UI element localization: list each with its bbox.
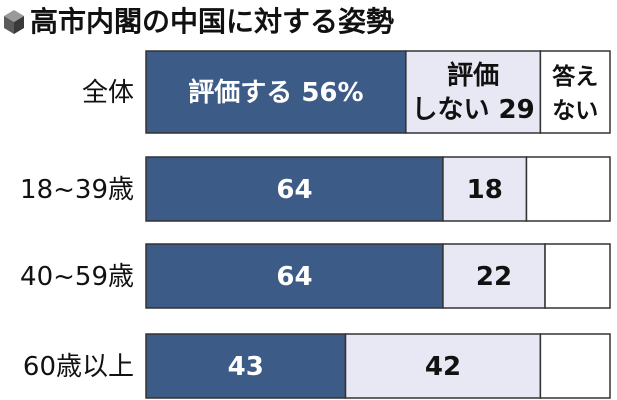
data-label: しない 29 — [412, 95, 535, 125]
data-label: 18 — [467, 175, 503, 205]
data-label: 64 — [276, 175, 312, 205]
bar-row: 18~39歳 64 18 — [20, 156, 611, 222]
data-label: 答え — [552, 63, 598, 90]
category-label: 18~39歳 — [20, 175, 134, 205]
bar-segment — [442, 156, 528, 222]
data-label: 43 — [228, 352, 264, 382]
category-label: 全体 — [82, 78, 134, 108]
bar-row: 60歳以上 43 42 — [23, 333, 611, 399]
category-label: 60歳以上 — [23, 352, 134, 382]
data-label: 22 — [476, 262, 512, 292]
bar-segment — [145, 156, 444, 222]
data-label: 42 — [425, 352, 461, 382]
bar-segment — [145, 243, 444, 309]
chart-title: 高市内閣の中国に対する姿勢 — [30, 5, 394, 38]
category-label: 40~59歳 — [20, 262, 134, 292]
bar-segment — [525, 156, 611, 222]
bar-segment — [405, 50, 542, 134]
bar-segment — [344, 333, 542, 399]
bar-segment — [544, 243, 611, 309]
bar-segment — [539, 50, 611, 134]
bar-row: 40~59歳 64 22 — [20, 243, 611, 309]
cube-icon — [4, 10, 24, 34]
data-label: ない — [552, 98, 598, 124]
bar-segment — [442, 243, 546, 309]
bar-segment — [145, 50, 407, 134]
bar-segment — [539, 333, 611, 399]
data-label: 評価 — [447, 60, 499, 91]
data-label: 評価する 56% — [188, 77, 363, 108]
data-label: 64 — [276, 262, 312, 292]
